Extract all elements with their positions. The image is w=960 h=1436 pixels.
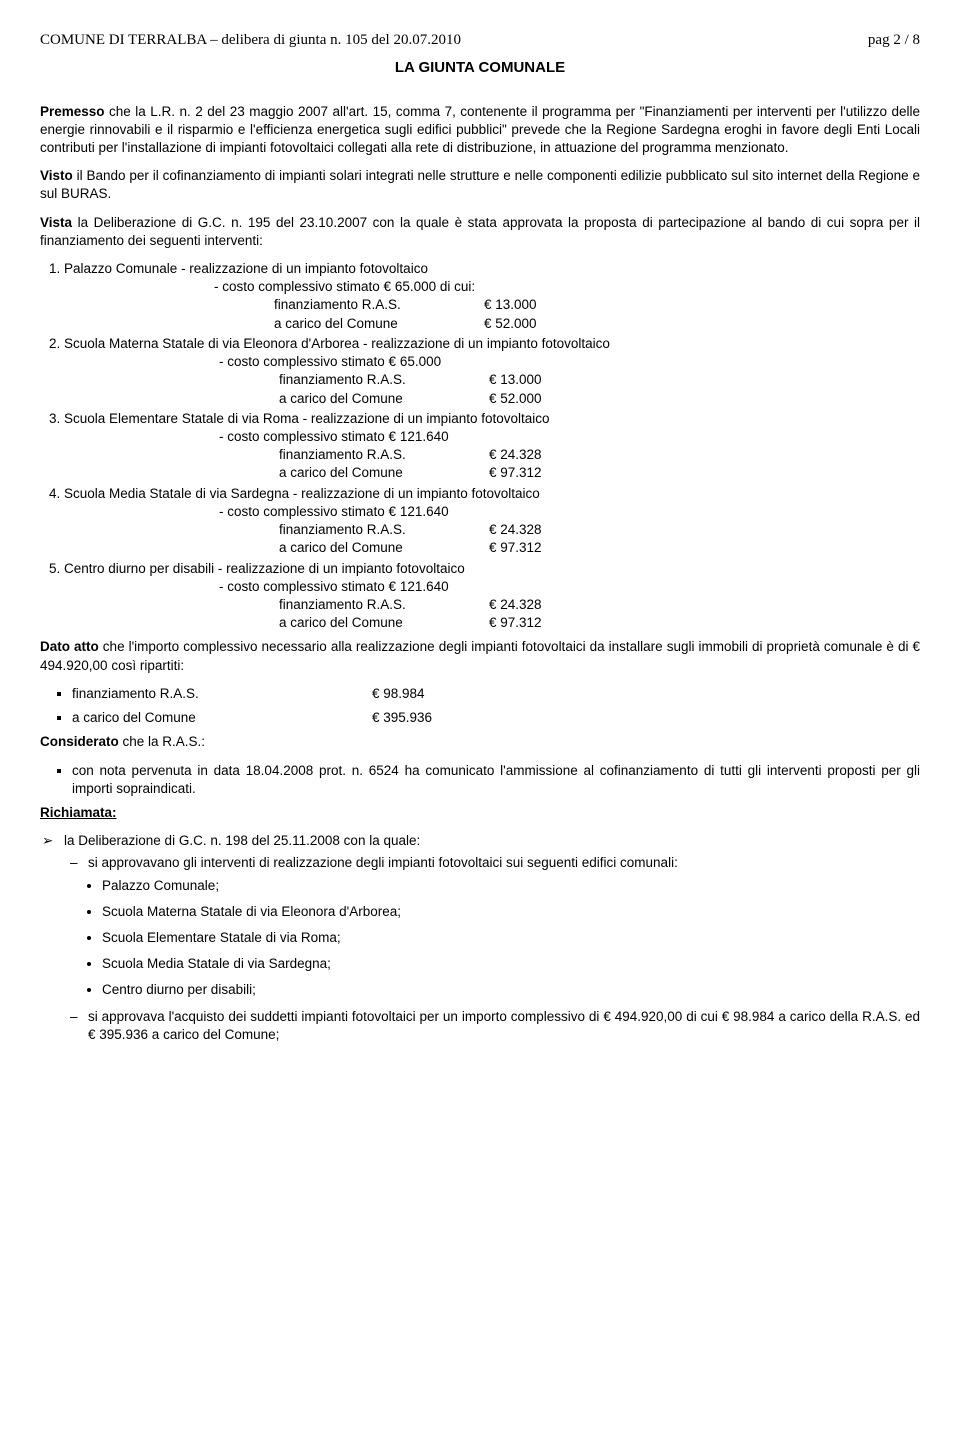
cost-block: - costo complessivo stimato € 65.000 di … xyxy=(214,278,920,333)
visto-text: il Bando per il cofinanziamento di impia… xyxy=(40,168,920,201)
fin-val: € 24.328 xyxy=(489,596,589,614)
list-item: Scuola Materna Statale di via Eleonora d… xyxy=(64,335,920,408)
intervento-title: Scuola Elementare Statale di via Roma - … xyxy=(64,411,550,426)
header-right: pag 2 / 8 xyxy=(868,30,920,50)
amount-row: a carico del Comune € 52.000 xyxy=(279,390,920,408)
vista-label: Vista xyxy=(40,215,72,230)
intervento-title: Scuola Materna Statale di via Eleonora d… xyxy=(64,336,610,351)
considerato-list: con nota pervenuta in data 18.04.2008 pr… xyxy=(40,762,920,798)
considerato-text: che la R.A.S.: xyxy=(119,734,205,749)
page-header: COMUNE DI TERRALBA – delibera di giunta … xyxy=(40,30,920,50)
document-title: LA GIUNTA COMUNALE xyxy=(40,58,920,78)
amount-row: a carico del Comune € 97.312 xyxy=(279,614,920,632)
cost-line: - costo complessivo stimato € 121.640 xyxy=(219,503,920,521)
premesso-para: Premesso che la L.R. n. 2 del 23 maggio … xyxy=(40,103,920,158)
fin-label: finanziamento R.A.S. xyxy=(279,521,489,539)
intervento-title: Centro diurno per disabili - realizzazio… xyxy=(64,561,465,576)
list-item: con nota pervenuta in data 18.04.2008 pr… xyxy=(72,762,920,798)
cost-block: - costo complessivo stimato € 121.640 fi… xyxy=(219,578,920,633)
fin-val: € 24.328 xyxy=(489,521,589,539)
edifici-list: Palazzo Comunale; Scuola Materna Statale… xyxy=(40,877,920,1000)
fin-label: finanziamento R.A.S. xyxy=(274,296,484,314)
vista-text: la Deliberazione di G.C. n. 195 del 23.1… xyxy=(40,215,920,248)
list-item: a carico del Comune € 395.936 xyxy=(72,709,920,727)
amount-row: a carico del Comune € 52.000 xyxy=(274,315,920,333)
cost-block: - costo complessivo stimato € 65.000 fin… xyxy=(219,353,920,408)
com-val: € 97.312 xyxy=(489,614,589,632)
com-val: € 97.312 xyxy=(489,539,589,557)
fin-label: finanziamento R.A.S. xyxy=(279,446,489,464)
list-item: Scuola Elementare Statale di via Roma; xyxy=(102,929,920,947)
com-label: a carico del Comune xyxy=(279,390,489,408)
amount-row: a carico del Comune € 97.312 xyxy=(279,539,920,557)
amount-row: finanziamento R.A.S. € 24.328 xyxy=(279,596,920,614)
intervento-title: Palazzo Comunale - realizzazione di un i… xyxy=(64,261,428,276)
summary-val: € 395.936 xyxy=(372,709,432,727)
amount-row: a carico del Comune € 97.312 xyxy=(279,464,920,482)
summary-label: a carico del Comune xyxy=(72,709,372,727)
fin-label: finanziamento R.A.S. xyxy=(279,371,489,389)
cost-line: - costo complessivo stimato € 65.000 xyxy=(219,353,920,371)
amount-row: finanziamento R.A.S. € 24.328 xyxy=(279,446,920,464)
cost-line: - costo complessivo stimato € 121.640 xyxy=(219,578,920,596)
considerato-label: Considerato xyxy=(40,734,119,749)
vista-para: Vista la Deliberazione di G.C. n. 195 de… xyxy=(40,214,920,250)
premesso-text: che la L.R. n. 2 del 23 maggio 2007 all'… xyxy=(40,104,920,155)
considerato-para: Considerato che la R.A.S.: xyxy=(40,733,920,751)
dash-item: si approvava l'acquisto dei suddetti imp… xyxy=(40,1008,920,1044)
cost-line: - costo complessivo stimato € 65.000 di … xyxy=(214,278,920,296)
list-item: Centro diurno per disabili - realizzazio… xyxy=(64,560,920,633)
dato-atto-para: Dato atto che l'importo complessivo nece… xyxy=(40,638,920,674)
cost-block: - costo complessivo stimato € 121.640 fi… xyxy=(219,428,920,483)
summary-val: € 98.984 xyxy=(372,685,425,703)
visto-para: Visto il Bando per il cofinanziamento di… xyxy=(40,167,920,203)
richiamata-label: Richiamata: xyxy=(40,805,117,820)
com-label: a carico del Comune xyxy=(279,464,489,482)
header-left: COMUNE DI TERRALBA – delibera di giunta … xyxy=(40,30,461,50)
approvavano-text: si approvavano gli interventi di realizz… xyxy=(88,855,678,870)
fin-val: € 13.000 xyxy=(484,296,584,314)
com-label: a carico del Comune xyxy=(279,539,489,557)
dato-atto-text: che l'importo complessivo necessario all… xyxy=(40,639,920,672)
amount-row: finanziamento R.A.S. € 13.000 xyxy=(274,296,920,314)
summary-label: finanziamento R.A.S. xyxy=(72,685,372,703)
document-page: COMUNE DI TERRALBA – delibera di giunta … xyxy=(0,0,960,1088)
com-val: € 52.000 xyxy=(489,390,589,408)
list-item: Palazzo Comunale - realizzazione di un i… xyxy=(64,260,920,333)
fin-val: € 24.328 xyxy=(489,446,589,464)
list-item: Scuola Media Statale di via Sardegna - r… xyxy=(64,485,920,558)
approvava-acquisto-text: si approvava l'acquisto dei suddetti imp… xyxy=(88,1009,920,1042)
visto-label: Visto xyxy=(40,168,73,183)
amount-row: finanziamento R.A.S. € 13.000 xyxy=(279,371,920,389)
delibera-198-text: la Deliberazione di G.C. n. 198 del 25.1… xyxy=(64,833,420,848)
cost-line: - costo complessivo stimato € 121.640 xyxy=(219,428,920,446)
dash-item: si approvavano gli interventi di realizz… xyxy=(40,854,920,872)
summary-list: finanziamento R.A.S. € 98.984 a carico d… xyxy=(40,685,920,727)
arrow-item: la Deliberazione di G.C. n. 198 del 25.1… xyxy=(40,832,920,850)
richiamata-heading: Richiamata: xyxy=(40,804,920,822)
list-item: Scuola Elementare Statale di via Roma - … xyxy=(64,410,920,483)
cost-block: - costo complessivo stimato € 121.640 fi… xyxy=(219,503,920,558)
intervento-title: Scuola Media Statale di via Sardegna - r… xyxy=(64,486,540,501)
fin-val: € 13.000 xyxy=(489,371,589,389)
com-val: € 97.312 xyxy=(489,464,589,482)
list-item: Scuola Media Statale di via Sardegna; xyxy=(102,955,920,973)
premesso-label: Premesso xyxy=(40,104,105,119)
dato-atto-label: Dato atto xyxy=(40,639,99,654)
fin-label: finanziamento R.A.S. xyxy=(279,596,489,614)
list-item: finanziamento R.A.S. € 98.984 xyxy=(72,685,920,703)
com-val: € 52.000 xyxy=(484,315,584,333)
interventi-list: Palazzo Comunale - realizzazione di un i… xyxy=(40,260,920,632)
amount-row: finanziamento R.A.S. € 24.328 xyxy=(279,521,920,539)
list-item: Palazzo Comunale; xyxy=(102,877,920,895)
com-label: a carico del Comune xyxy=(274,315,484,333)
list-item: Centro diurno per disabili; xyxy=(102,981,920,999)
com-label: a carico del Comune xyxy=(279,614,489,632)
list-item: Scuola Materna Statale di via Eleonora d… xyxy=(102,903,920,921)
